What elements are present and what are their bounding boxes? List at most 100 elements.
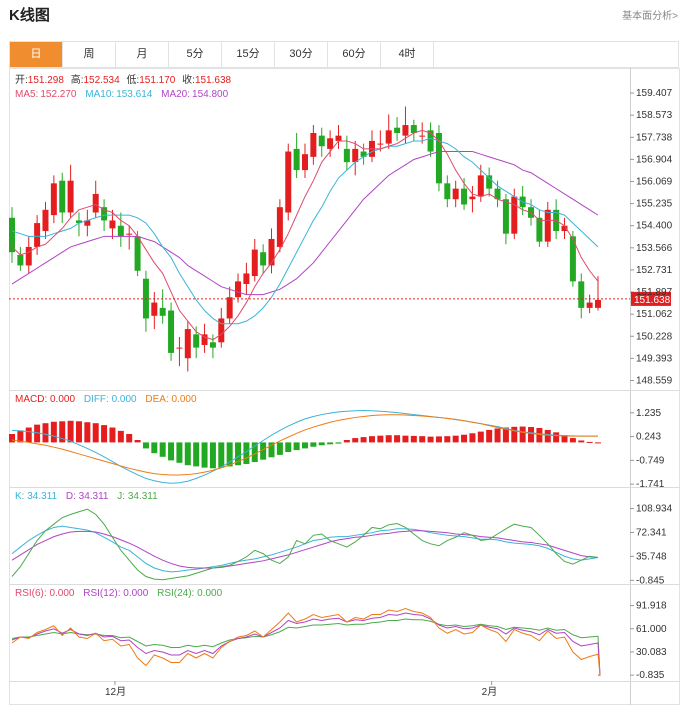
kdj-legend: K: 34.311 D: 34.311 J: 34.311	[15, 491, 158, 502]
macd-bar-up	[586, 441, 593, 443]
macd-bar-up	[511, 426, 518, 443]
grid-lines	[630, 92, 634, 381]
price-tick-label: 152.731	[636, 265, 673, 276]
macd-bar-up	[494, 428, 501, 443]
candle-up	[469, 196, 476, 200]
candle-up	[276, 207, 283, 247]
candle-up	[595, 299, 601, 308]
candle-down	[209, 342, 216, 348]
price-tick-label: 149.393	[636, 353, 673, 364]
candle-down	[360, 151, 367, 157]
macd-legend: MACD: 0.000 DIFF: 0.000 DEA: 0.000	[15, 394, 197, 405]
macd-bar-up	[59, 421, 66, 443]
fundamental-analysis-link[interactable]: 基本面分析>	[622, 11, 678, 22]
candle-up	[25, 246, 32, 266]
axis-tick-label: 0.243	[636, 432, 661, 443]
macd-bar-down	[235, 442, 242, 466]
macd-bar-up	[75, 421, 82, 443]
macd-bar-down	[142, 442, 149, 449]
candle-down	[9, 217, 15, 253]
candle-down	[427, 130, 434, 152]
candle-up	[251, 249, 258, 277]
candle-up	[34, 223, 41, 247]
axis-labels: 159.407 158.573 157.738 156.904 156.069 155.2…	[105, 88, 673, 698]
candle-up	[109, 220, 116, 229]
macd-bar-down	[251, 442, 258, 463]
tab-week[interactable]: 周	[63, 42, 116, 67]
price-tick-label: 153.566	[636, 243, 673, 254]
candle-down	[101, 207, 108, 221]
macd-bar-up	[67, 420, 74, 443]
price-tick-label: 151.897	[636, 287, 673, 298]
candle-down	[293, 148, 300, 171]
axis-tick-label: 35.748	[636, 551, 667, 562]
tab-15min[interactable]: 15分	[222, 42, 275, 67]
tab-day[interactable]: 日	[10, 42, 63, 67]
candle-down	[17, 254, 24, 266]
dea-line	[11, 414, 598, 476]
macd-bar-down	[268, 442, 275, 458]
candle-down	[134, 236, 141, 271]
candle-down	[461, 188, 468, 205]
candle-up	[310, 132, 317, 157]
macd-bar-up	[544, 429, 551, 443]
candle-up	[218, 318, 225, 343]
macd-bar-down	[201, 442, 208, 468]
macd-bar-up	[502, 427, 509, 443]
macd-bar-up	[561, 435, 568, 443]
kdj-panel: 108.934 72.341 35.748 -0.845	[11, 504, 673, 586]
tab-4hour[interactable]: 4时	[381, 42, 434, 67]
macd-bar-up	[109, 427, 116, 443]
macd-bar-up	[92, 423, 99, 443]
axis-tick-label: 72.341	[636, 527, 667, 538]
candles	[9, 106, 601, 372]
rsi24-line	[11, 618, 601, 676]
candle-up	[561, 225, 568, 232]
candle-down	[578, 281, 585, 308]
macd-bar-up	[50, 421, 57, 443]
candle-down	[159, 307, 166, 316]
page-title: K线图	[9, 7, 50, 24]
j-line	[11, 508, 599, 581]
macd-bar-up	[385, 435, 392, 443]
price-tick-label: 156.069	[636, 177, 673, 188]
macd-bar-down	[260, 442, 267, 460]
axis-tick-label: 1.235	[636, 408, 661, 419]
macd-bar-down	[151, 442, 158, 454]
macd-bar-up	[477, 431, 484, 443]
candle-up	[243, 273, 250, 285]
axis-tick-label: -0.749	[636, 455, 665, 466]
tab-30min[interactable]: 30分	[275, 42, 328, 67]
candle-down	[75, 220, 82, 224]
candle-up	[302, 154, 308, 171]
candle-up	[50, 183, 57, 216]
macd-bar-up	[343, 440, 350, 443]
candle-up	[377, 143, 384, 145]
candle-down	[502, 199, 509, 234]
candle-down	[193, 334, 200, 348]
macd-bar-up	[34, 424, 41, 443]
candle-up	[327, 138, 334, 149]
macd-bar-up	[394, 435, 401, 443]
axis-tick-label: -0.835	[636, 670, 665, 681]
candle-up	[268, 238, 275, 266]
candle-down	[260, 252, 267, 266]
macd-bar-down	[293, 442, 300, 451]
candle-down	[168, 310, 175, 353]
macd-bar-up	[469, 433, 476, 443]
candle-up	[285, 151, 292, 213]
tab-60min[interactable]: 60分	[328, 42, 381, 67]
tab-5min[interactable]: 5分	[169, 42, 222, 67]
candle-up	[176, 347, 183, 349]
macd-bar-up	[25, 427, 32, 443]
macd-bar-up	[84, 422, 91, 443]
macd-bar-up	[461, 434, 468, 443]
ma-lines: 151.638	[9, 129, 671, 341]
candle-up	[184, 329, 191, 359]
tab-month[interactable]: 月	[116, 42, 169, 67]
macd-bar-down	[176, 442, 183, 463]
macd-bar-up	[536, 428, 543, 443]
macd-bar-down	[218, 442, 225, 468]
macd-bar-down	[276, 442, 283, 455]
